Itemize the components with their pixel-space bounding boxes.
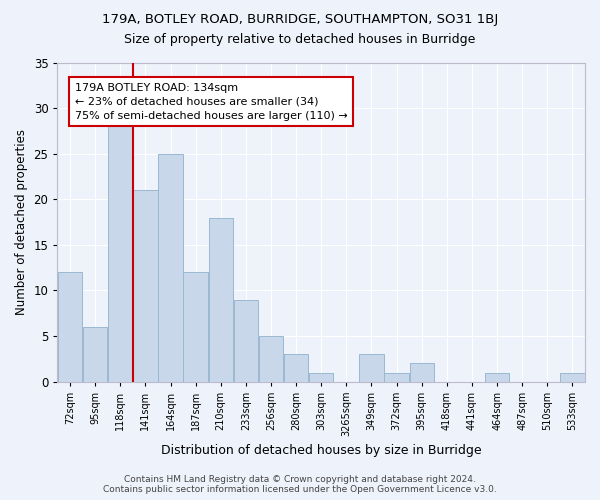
Bar	[184, 272, 208, 382]
Bar	[158, 154, 182, 382]
Bar	[485, 372, 509, 382]
X-axis label: Distribution of detached houses by size in Burridge: Distribution of detached houses by size …	[161, 444, 482, 458]
Bar	[133, 190, 158, 382]
Bar	[233, 300, 258, 382]
Bar	[309, 372, 334, 382]
Bar	[259, 336, 283, 382]
Bar	[284, 354, 308, 382]
Text: 179A BOTLEY ROAD: 134sqm
← 23% of detached houses are smaller (34)
75% of semi-d: 179A BOTLEY ROAD: 134sqm ← 23% of detach…	[74, 82, 347, 120]
Bar	[58, 272, 82, 382]
Text: Contains HM Land Registry data © Crown copyright and database right 2024.
Contai: Contains HM Land Registry data © Crown c…	[103, 474, 497, 494]
Bar	[83, 327, 107, 382]
Text: 179A, BOTLEY ROAD, BURRIDGE, SOUTHAMPTON, SO31 1BJ: 179A, BOTLEY ROAD, BURRIDGE, SOUTHAMPTON…	[102, 12, 498, 26]
Bar	[410, 364, 434, 382]
Text: Size of property relative to detached houses in Burridge: Size of property relative to detached ho…	[124, 32, 476, 46]
Bar	[560, 372, 584, 382]
Bar	[359, 354, 383, 382]
Bar	[108, 126, 133, 382]
Y-axis label: Number of detached properties: Number of detached properties	[15, 129, 28, 315]
Bar	[385, 372, 409, 382]
Bar	[209, 218, 233, 382]
